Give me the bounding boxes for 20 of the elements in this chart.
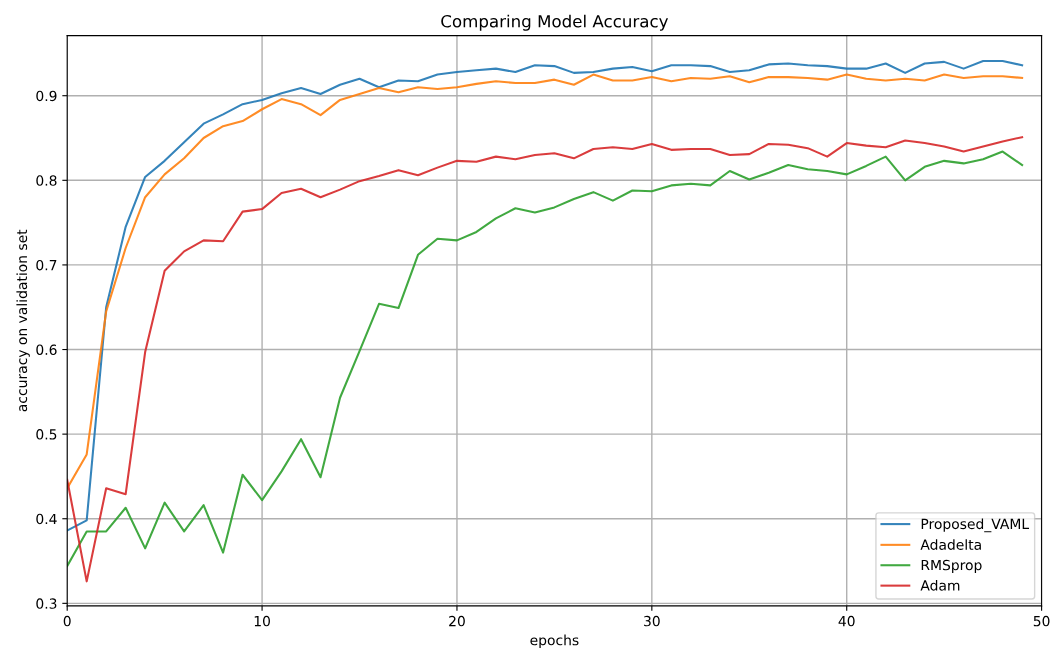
y-tick-label: 0.8	[36, 175, 57, 186]
y-tick-label: 0.5	[36, 429, 57, 440]
legend-label: Adadelta	[920, 539, 981, 550]
y-tick-label: 0.6	[36, 344, 57, 355]
chart-title: Comparing Model Accuracy	[441, 14, 669, 31]
legend-label: Proposed_VAML	[921, 518, 1030, 533]
x-tick-label: 40	[838, 615, 855, 627]
legend-label: RMSprop	[921, 559, 982, 573]
y-tick-label: 0.3	[36, 598, 57, 609]
y-tick-label: 0.9	[36, 90, 57, 102]
x-axis-title: epochs	[530, 634, 579, 648]
y-tick-label: 0.4	[36, 513, 57, 525]
x-tick-label: 20	[449, 615, 465, 627]
x-tick-label: 50	[1033, 615, 1050, 627]
legend-label: Adam	[920, 579, 960, 591]
y-tick-label: 0.7	[36, 259, 57, 271]
x-tick-label: 10	[254, 615, 270, 627]
y-axis-title: accuracy on validation set	[16, 229, 30, 412]
x-tick-label: 0	[63, 615, 71, 627]
x-tick-label: 30	[644, 615, 660, 627]
